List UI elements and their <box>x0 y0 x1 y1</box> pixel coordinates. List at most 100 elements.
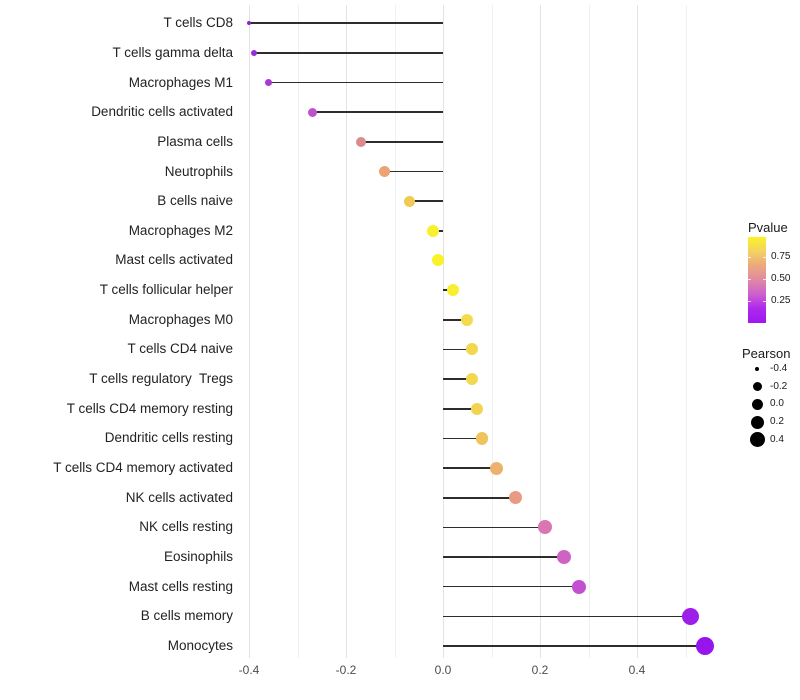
data-point <box>489 461 503 475</box>
data-point <box>461 313 474 326</box>
data-point <box>475 432 488 445</box>
pearson-size-label: -0.4 <box>770 363 788 374</box>
data-point <box>250 49 257 56</box>
data-point <box>537 520 552 535</box>
pearson-size-dot <box>752 382 762 392</box>
category-label: T cells CD4 memory activated <box>53 460 233 476</box>
pvalue-tick-notch <box>748 279 751 281</box>
pearson-size-label: 0.0 <box>770 398 784 410</box>
category-label: T cells regulatory Tregs <box>89 371 233 387</box>
pearson-size-dot <box>751 398 763 410</box>
lollipop-stem <box>268 81 443 84</box>
data-point <box>466 373 479 386</box>
pvalue-tick-label: 0.25 <box>771 294 791 306</box>
lollipop-stem <box>443 319 468 321</box>
x-axis-tick-label: -0.4 <box>238 663 260 677</box>
pvalue-tick-label: 0.50 <box>771 273 791 285</box>
data-point <box>557 550 572 565</box>
category-label: Mast cells activated <box>115 252 233 268</box>
data-point <box>446 284 459 297</box>
category-label: T cells CD8 <box>163 15 233 31</box>
lollipop-stem <box>253 52 443 54</box>
data-point <box>403 195 415 207</box>
pvalue-tick-notch <box>748 256 751 258</box>
pearson-size-label: -0.2 <box>770 380 788 392</box>
x-axis-tick-label: -0.2 <box>335 663 357 677</box>
data-point <box>681 607 699 625</box>
category-label: T cells CD4 memory resting <box>66 400 233 416</box>
lollipop-stem <box>249 22 443 24</box>
pearson-size-dot <box>755 367 759 371</box>
category-label: Dendritic cells activated <box>91 104 233 120</box>
data-point <box>466 343 479 356</box>
category-label: Macrophages M1 <box>128 74 233 90</box>
lollipop-stem <box>443 615 691 618</box>
lollipop-stem <box>443 378 473 380</box>
gridline-major <box>249 5 250 658</box>
category-label: NK cells resting <box>139 519 233 535</box>
pearson-size-label: 0.4 <box>770 433 784 445</box>
data-point <box>247 21 251 26</box>
x-axis-tick-label: 0.2 <box>531 663 549 677</box>
data-point <box>571 579 586 594</box>
data-point <box>379 166 391 177</box>
x-axis-tick-label: 0.4 <box>628 663 646 677</box>
category-label: NK cells activated <box>125 489 233 505</box>
gridline-major <box>346 5 347 658</box>
lollipop-stem <box>384 170 443 173</box>
data-point <box>264 78 273 87</box>
category-label: B cells memory <box>140 608 233 624</box>
x-axis-tick-label: 0.0 <box>434 663 452 677</box>
data-point <box>695 637 714 656</box>
lollipop-stem <box>443 497 516 499</box>
lollipop-stem <box>443 348 473 351</box>
lollipop-stem <box>409 200 443 202</box>
category-label: T cells CD4 naive <box>127 341 233 357</box>
pvalue-colorbar <box>748 237 766 323</box>
lollipop-stem <box>443 585 579 588</box>
gridline-minor <box>297 5 299 658</box>
category-label: T cells follicular helper <box>99 282 233 298</box>
category-label: Plasma cells <box>157 133 233 149</box>
pvalue-tick-label: 0.75 <box>771 250 791 262</box>
category-label: T cells gamma delta <box>112 44 233 60</box>
pearson-size-dot <box>749 432 765 448</box>
data-point <box>427 224 440 237</box>
lollipop-stem <box>312 111 443 113</box>
data-point <box>355 136 366 147</box>
category-label: Neutrophils <box>164 163 233 179</box>
lollipop-stem <box>443 437 482 440</box>
data-point <box>509 491 523 505</box>
lollipop-stem <box>443 467 497 469</box>
pvalue-legend-title: Pvalue <box>748 220 788 235</box>
pvalue-tick-notch <box>763 300 766 302</box>
category-label: Macrophages M2 <box>128 222 233 238</box>
gridline-minor <box>685 5 687 658</box>
pvalue-tick-notch <box>763 256 766 258</box>
gridline-minor <box>491 5 493 658</box>
category-label: Mast cells resting <box>128 578 233 594</box>
category-label: B cells naive <box>157 193 233 209</box>
data-point <box>307 107 317 117</box>
gridline-minor <box>394 5 396 658</box>
lollipop-stem <box>360 141 443 143</box>
category-label: Eosinophils <box>163 549 233 565</box>
gridline-major <box>637 5 638 658</box>
pearson-size-label: 0.2 <box>770 416 784 428</box>
category-label: Macrophages M0 <box>128 311 233 327</box>
lollipop-stem <box>443 408 477 410</box>
pvalue-tick-notch <box>748 300 751 302</box>
lollipop-stem <box>443 645 705 647</box>
lollipop-stem <box>443 556 565 558</box>
data-point <box>470 402 483 415</box>
gridline-minor <box>588 5 590 658</box>
pearson-size-dot <box>750 415 764 429</box>
gridline-major <box>443 5 444 658</box>
category-label: Dendritic cells resting <box>104 430 233 446</box>
gridline-major <box>540 5 541 658</box>
lollipop-stem <box>443 526 545 529</box>
category-label: Monocytes <box>167 638 233 654</box>
pearson-legend-title: Pearson <box>742 346 791 361</box>
pvalue-tick-notch <box>763 279 766 281</box>
